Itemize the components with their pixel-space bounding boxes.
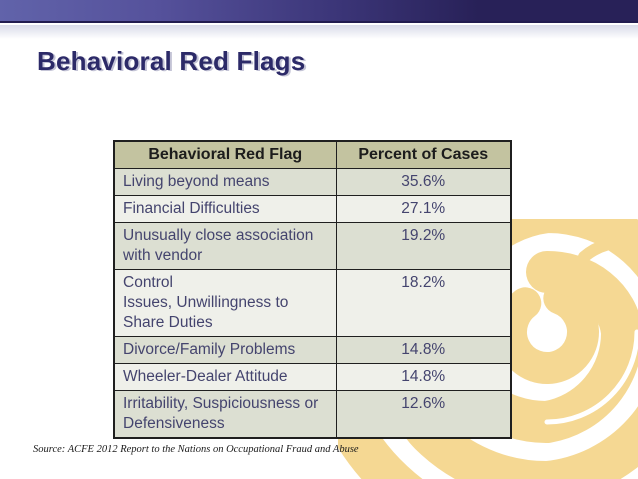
table-row: Wheeler-Dealer Attitude 14.8% (113, 362, 512, 391)
percent-cell: 35.6% (335, 167, 512, 196)
percent-cell: 18.2% (335, 268, 512, 337)
table-row: Living beyond means 35.6% (113, 167, 512, 196)
table-row: Unusually close association with vendor 1… (113, 221, 512, 270)
flag-cell: Divorce/Family Problems (113, 335, 337, 364)
column-header-behavioral-red-flag: Behavioral Red Flag (113, 140, 337, 169)
percent-cell: 19.2% (335, 221, 512, 270)
flag-cell: Wheeler-Dealer Attitude (113, 362, 337, 391)
top-bar-fade (0, 25, 638, 39)
table-row: Irritability, Suspiciousness or Defensiv… (113, 389, 512, 438)
percent-cell: 14.8% (335, 335, 512, 364)
flag-cell: Living beyond means (113, 167, 337, 196)
page-title: Behavioral Red Flags (37, 46, 306, 76)
table-row: Financial Difficulties 27.1% (113, 194, 512, 223)
flag-cell: Unusually close association with vendor (113, 221, 337, 270)
flag-cell: Control Issues, Unwillingness to Share D… (113, 268, 337, 337)
flag-cell: Financial Difficulties (113, 194, 337, 223)
flag-cell: Irritability, Suspiciousness or Defensiv… (113, 389, 337, 438)
red-flags-table: Behavioral Red Flag Percent of Cases Liv… (113, 140, 512, 439)
top-gradient-bar (0, 0, 638, 23)
column-header-percent-of-cases: Percent of Cases (335, 140, 512, 169)
percent-cell: 12.6% (335, 389, 512, 438)
table-header-row: Behavioral Red Flag Percent of Cases (113, 140, 512, 169)
percent-cell: 27.1% (335, 194, 512, 223)
table-row: Control Issues, Unwillingness to Share D… (113, 268, 512, 337)
source-citation: Source: ACFE 2012 Report to the Nations … (33, 444, 359, 455)
table-row: Divorce/Family Problems 14.8% (113, 335, 512, 364)
percent-cell: 14.8% (335, 362, 512, 391)
